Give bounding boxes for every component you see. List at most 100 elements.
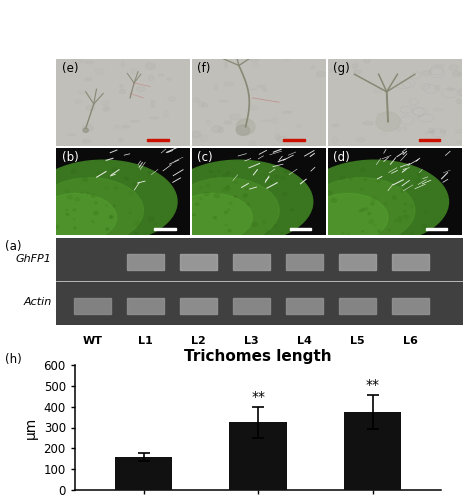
- Ellipse shape: [275, 134, 280, 140]
- Ellipse shape: [153, 229, 157, 233]
- Ellipse shape: [227, 209, 230, 210]
- Ellipse shape: [86, 192, 89, 195]
- Text: (e): (e): [61, 62, 78, 75]
- Ellipse shape: [124, 177, 128, 180]
- Bar: [154, 228, 176, 230]
- Ellipse shape: [106, 228, 109, 230]
- Ellipse shape: [349, 177, 352, 180]
- Ellipse shape: [195, 204, 197, 205]
- Ellipse shape: [102, 106, 109, 111]
- Ellipse shape: [224, 121, 232, 124]
- Ellipse shape: [120, 89, 125, 94]
- Ellipse shape: [400, 190, 404, 192]
- Ellipse shape: [261, 120, 271, 122]
- Ellipse shape: [158, 74, 164, 76]
- Bar: [56, 240, 463, 280]
- Ellipse shape: [249, 141, 256, 148]
- Text: (a): (a): [5, 240, 21, 253]
- Ellipse shape: [453, 72, 461, 76]
- Ellipse shape: [236, 125, 249, 136]
- Ellipse shape: [148, 217, 154, 221]
- Ellipse shape: [404, 216, 409, 219]
- Ellipse shape: [202, 104, 208, 107]
- Ellipse shape: [204, 192, 209, 196]
- Ellipse shape: [404, 210, 406, 212]
- Ellipse shape: [225, 62, 227, 68]
- Ellipse shape: [132, 182, 137, 186]
- Ellipse shape: [403, 127, 407, 130]
- Ellipse shape: [458, 89, 463, 96]
- Bar: [392, 254, 429, 270]
- Ellipse shape: [74, 227, 76, 229]
- Ellipse shape: [198, 101, 205, 107]
- Ellipse shape: [251, 58, 258, 62]
- Ellipse shape: [283, 192, 287, 196]
- Ellipse shape: [86, 106, 95, 110]
- Ellipse shape: [131, 120, 139, 122]
- Ellipse shape: [246, 188, 248, 190]
- Ellipse shape: [380, 132, 386, 135]
- Ellipse shape: [348, 234, 349, 235]
- Ellipse shape: [80, 192, 83, 194]
- Ellipse shape: [29, 160, 177, 244]
- Ellipse shape: [331, 198, 336, 202]
- Ellipse shape: [243, 194, 248, 197]
- Ellipse shape: [167, 78, 171, 80]
- Ellipse shape: [249, 106, 257, 110]
- Bar: [127, 254, 164, 270]
- Ellipse shape: [85, 78, 91, 80]
- Ellipse shape: [257, 85, 266, 87]
- Ellipse shape: [311, 66, 314, 68]
- Bar: [344, 412, 401, 490]
- Ellipse shape: [405, 184, 410, 189]
- Ellipse shape: [150, 232, 152, 234]
- Ellipse shape: [73, 210, 74, 211]
- Ellipse shape: [359, 210, 362, 212]
- Ellipse shape: [342, 232, 344, 234]
- Ellipse shape: [129, 192, 133, 195]
- Ellipse shape: [316, 71, 326, 77]
- Ellipse shape: [131, 68, 139, 74]
- Ellipse shape: [199, 187, 202, 189]
- Ellipse shape: [168, 97, 176, 101]
- Ellipse shape: [410, 205, 413, 208]
- Bar: [180, 298, 217, 314]
- Ellipse shape: [95, 202, 97, 204]
- Ellipse shape: [457, 99, 461, 104]
- Ellipse shape: [66, 190, 69, 192]
- Ellipse shape: [430, 132, 436, 134]
- Ellipse shape: [129, 212, 131, 214]
- Ellipse shape: [164, 110, 168, 116]
- Ellipse shape: [212, 126, 221, 132]
- Ellipse shape: [234, 182, 238, 184]
- Ellipse shape: [92, 194, 96, 198]
- Bar: [127, 298, 164, 314]
- Ellipse shape: [114, 125, 120, 128]
- Text: (h): (h): [5, 353, 22, 366]
- Ellipse shape: [95, 69, 105, 74]
- Ellipse shape: [196, 202, 200, 205]
- Ellipse shape: [226, 186, 230, 190]
- Ellipse shape: [228, 230, 231, 232]
- Text: (c): (c): [197, 151, 213, 164]
- Ellipse shape: [82, 125, 93, 131]
- Bar: [290, 228, 311, 230]
- Ellipse shape: [252, 222, 257, 226]
- Bar: [56, 283, 463, 324]
- Ellipse shape: [405, 184, 409, 187]
- Ellipse shape: [114, 186, 118, 190]
- Ellipse shape: [284, 170, 288, 173]
- Ellipse shape: [230, 114, 241, 119]
- Ellipse shape: [112, 168, 117, 172]
- Ellipse shape: [360, 188, 363, 190]
- Ellipse shape: [296, 125, 301, 128]
- Ellipse shape: [113, 205, 116, 207]
- Bar: [426, 228, 447, 230]
- Ellipse shape: [360, 168, 365, 172]
- Bar: [115, 456, 172, 490]
- Ellipse shape: [172, 194, 252, 242]
- Bar: [229, 422, 287, 490]
- Ellipse shape: [213, 176, 216, 178]
- Bar: [339, 298, 376, 314]
- Ellipse shape: [266, 230, 269, 232]
